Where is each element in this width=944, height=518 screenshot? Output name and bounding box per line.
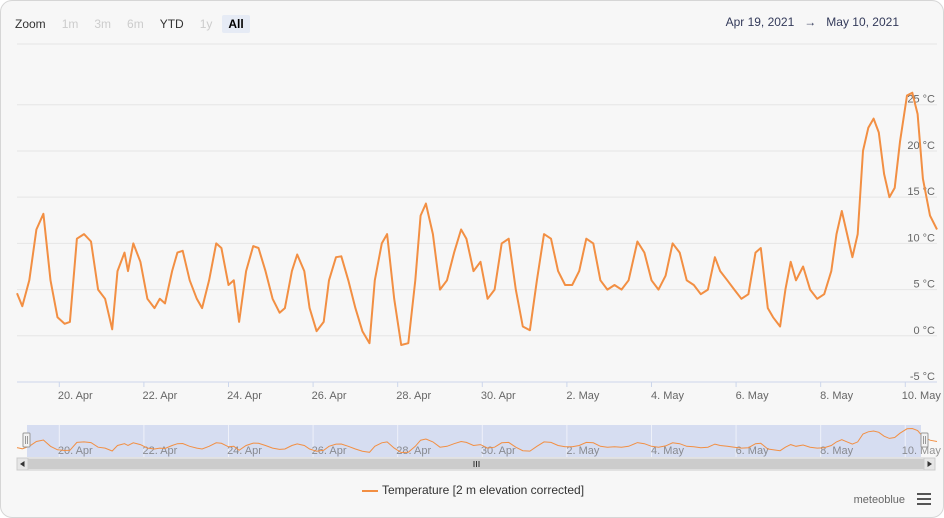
x-tick-label: 8. May bbox=[820, 390, 854, 402]
x-tick-label: 22. Apr bbox=[142, 390, 177, 402]
y-tick-label: 0 °C bbox=[913, 325, 935, 337]
x-tick-label: 28. Apr bbox=[396, 390, 431, 402]
legend-label: Temperature [2 m elevation corrected] bbox=[381, 483, 585, 497]
y-tick-label: -5 °C bbox=[910, 371, 935, 383]
navigator-tick-label: 2. May bbox=[566, 445, 600, 457]
hamburger-menu-icon[interactable] bbox=[917, 493, 931, 505]
navigator-tick-label: 8. May bbox=[820, 445, 854, 457]
navigator-tick-label: 26. Apr bbox=[312, 445, 347, 457]
navigator-axis: 20. Apr 22. Apr 24. Apr 26. Apr 28. Apr 30. A… bbox=[58, 425, 941, 457]
zoom-1m-button[interactable]: 1m bbox=[61, 17, 79, 31]
navigator-tick-label: 22. Apr bbox=[142, 445, 177, 457]
zoom-1y-button[interactable]: 1y bbox=[199, 17, 213, 31]
zoom-all-button[interactable]: All bbox=[222, 15, 250, 33]
y-tick-label: 25 °C bbox=[907, 94, 935, 106]
navigator-tick-label: 6. May bbox=[736, 445, 770, 457]
x-tick-label: 10. May bbox=[902, 390, 942, 402]
navigator[interactable]: 20. Apr 22. Apr 24. Apr 26. Apr 28. Apr 30. A… bbox=[16, 425, 941, 457]
x-tick-label: 2. May bbox=[566, 390, 600, 402]
arrow-right-icon bbox=[927, 461, 932, 467]
credit-text[interactable]: meteoblue bbox=[853, 494, 905, 506]
scrollbar-grip bbox=[473, 461, 480, 467]
x-tick-label: 20. Apr bbox=[58, 390, 93, 402]
zoom-6m-button[interactable]: 6m bbox=[127, 17, 144, 31]
x-tick-label: 24. Apr bbox=[227, 390, 262, 402]
legend-item[interactable]: Temperature [2 m elevation corrected] bbox=[1, 483, 943, 497]
legend-swatch bbox=[361, 489, 378, 492]
grid-lines bbox=[17, 43, 937, 383]
zoom-ytd-button[interactable]: YTD bbox=[159, 17, 184, 31]
y-tick-label: 15 °C bbox=[907, 186, 935, 198]
navigator-tick-label: 30. Apr bbox=[481, 445, 516, 457]
range-from-input[interactable]: Apr 19, 2021 bbox=[725, 15, 795, 29]
range-arrow: → bbox=[804, 15, 817, 29]
x-tick-label: 26. Apr bbox=[312, 390, 347, 402]
navigator-left-handle[interactable] bbox=[22, 432, 31, 448]
zoom-controls: Zoom 1m 3m 6m YTD 1y All bbox=[15, 15, 254, 33]
navigator-tick-label: 4. May bbox=[651, 445, 685, 457]
zoom-3m-button[interactable]: 3m bbox=[94, 17, 112, 31]
navigator-tick-label: 20. Apr bbox=[58, 445, 93, 457]
x-tick-label: 4. May bbox=[651, 390, 685, 402]
navigator-selection[interactable] bbox=[27, 425, 921, 457]
navigator-right-handle[interactable] bbox=[920, 432, 929, 448]
x-axis: 20. Apr 22. Apr 24. Apr 26. Apr 28. Apr 30. A… bbox=[58, 382, 941, 402]
date-range: Apr 19, 2021 → May 10, 2021 bbox=[726, 15, 899, 29]
y-axis: -5 °C0 °C5 °C10 °C15 °C20 °C25 °C bbox=[907, 94, 935, 383]
arrow-left-icon bbox=[20, 461, 25, 467]
x-tick-label: 30. Apr bbox=[481, 390, 516, 402]
zoom-label: Zoom bbox=[15, 17, 46, 31]
navigator-series-line bbox=[16, 427, 938, 454]
range-to-input[interactable]: May 10, 2021 bbox=[826, 15, 899, 29]
scrollbar[interactable] bbox=[16, 457, 936, 471]
x-tick-label: 6. May bbox=[736, 390, 770, 402]
temperature-series-line[interactable] bbox=[16, 91, 938, 346]
navigator-tick-label: 10. May bbox=[902, 445, 942, 457]
y-tick-label: 5 °C bbox=[913, 279, 935, 291]
navigator-tick-label: 28. Apr bbox=[396, 445, 431, 457]
y-tick-label: 10 °C bbox=[907, 232, 935, 244]
